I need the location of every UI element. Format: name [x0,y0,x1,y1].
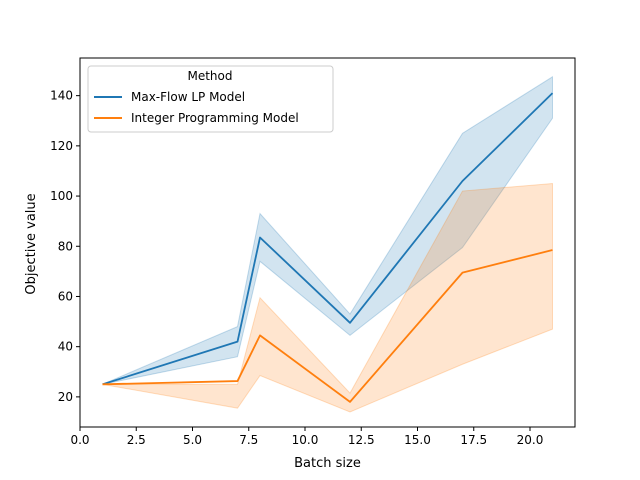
x-tick-label: 10.0 [292,433,319,447]
legend-entry-1: Integer Programming Model [131,111,299,125]
y-axis-label: Objective value [24,193,39,294]
series-lines [102,92,554,403]
x-tick-label: 0.0 [70,433,89,447]
legend-title: Method [187,69,232,83]
x-tick-label: 5.0 [183,433,202,447]
x-tick-label: 7.5 [239,433,258,447]
x-tick-label: 15.0 [404,433,431,447]
axes [79,57,576,428]
confidence-bands [102,75,553,413]
line-series-0 [102,92,554,386]
legend-entry-0: Max-Flow LP Model [131,90,245,104]
y-tick-label: 20 [58,390,73,404]
y-tick-label: 140 [50,89,73,103]
x-axis-ticks: 0.0 2.5 5.0 7.5 10.0 12.5 15.0 17.5 20.0 [70,427,543,447]
y-tick-label: 120 [50,139,73,153]
band-series-0 [102,75,553,385]
x-axis-label: Batch size [294,456,361,471]
x-tick-label: 17.5 [460,433,487,447]
plot-frame [79,57,576,428]
line-series-1 [102,249,553,403]
y-tick-label: 80 [58,239,73,253]
legend-frame [87,65,334,133]
x-tick-label: 20.0 [517,433,544,447]
legend: Method Max-Flow LP Model Integer Programmi… [87,65,334,133]
y-tick-label: 60 [58,289,73,303]
x-tick-label: 2.5 [127,433,146,447]
band-series-1 [102,182,553,413]
y-axis-ticks: 20 40 60 80 100 120 140 [50,89,80,404]
y-tick-label: 40 [58,340,73,354]
x-tick-label: 12.5 [348,433,375,447]
y-tick-label: 100 [50,189,73,203]
